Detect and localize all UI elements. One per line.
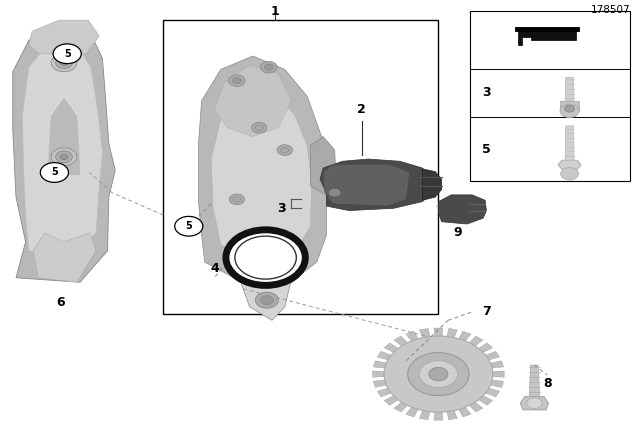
Polygon shape (211, 92, 312, 267)
Circle shape (277, 145, 292, 155)
Polygon shape (198, 56, 333, 284)
Circle shape (60, 154, 68, 159)
Circle shape (235, 236, 296, 279)
Text: 5: 5 (64, 49, 70, 59)
Circle shape (429, 367, 448, 381)
Polygon shape (48, 99, 80, 175)
Polygon shape (240, 280, 291, 320)
Polygon shape (419, 328, 430, 340)
Bar (470, 11, 630, 181)
Text: 3: 3 (482, 86, 491, 99)
Polygon shape (476, 343, 493, 353)
Polygon shape (434, 410, 443, 420)
Polygon shape (490, 371, 504, 377)
Text: 5: 5 (186, 221, 192, 231)
Circle shape (233, 197, 241, 202)
Polygon shape (406, 331, 419, 343)
Circle shape (560, 104, 579, 117)
Polygon shape (377, 388, 394, 397)
Bar (163, 20, 438, 314)
Text: 3: 3 (277, 202, 286, 215)
Text: 7: 7 (482, 305, 491, 318)
Polygon shape (565, 126, 574, 160)
Polygon shape (422, 169, 442, 200)
Circle shape (328, 188, 341, 197)
Polygon shape (468, 336, 483, 348)
Circle shape (56, 57, 72, 69)
Polygon shape (373, 380, 389, 388)
Circle shape (175, 216, 203, 236)
Text: 9: 9 (453, 226, 462, 240)
Polygon shape (438, 195, 486, 224)
Circle shape (384, 336, 493, 412)
Circle shape (564, 105, 575, 112)
Polygon shape (419, 409, 430, 420)
Polygon shape (483, 388, 500, 397)
Polygon shape (560, 101, 579, 111)
Text: 8: 8 (543, 376, 552, 390)
Polygon shape (558, 160, 581, 169)
Circle shape (419, 361, 458, 388)
Circle shape (260, 296, 273, 305)
Polygon shape (458, 405, 471, 417)
Circle shape (255, 125, 263, 130)
Polygon shape (310, 137, 336, 195)
Polygon shape (488, 380, 504, 388)
Text: 5: 5 (482, 142, 491, 155)
Polygon shape (468, 401, 483, 412)
Circle shape (260, 61, 277, 73)
Circle shape (56, 151, 72, 163)
Circle shape (40, 163, 68, 182)
Polygon shape (394, 336, 409, 348)
Circle shape (281, 147, 289, 153)
Circle shape (60, 60, 68, 65)
Polygon shape (447, 409, 458, 420)
Polygon shape (483, 351, 500, 361)
Polygon shape (406, 405, 419, 417)
Circle shape (561, 168, 579, 180)
Polygon shape (518, 31, 576, 45)
Circle shape (264, 64, 273, 70)
Polygon shape (488, 361, 504, 368)
Circle shape (527, 398, 542, 409)
Polygon shape (476, 395, 493, 405)
Polygon shape (458, 331, 471, 343)
Circle shape (228, 75, 245, 86)
Polygon shape (520, 396, 548, 410)
Polygon shape (373, 361, 389, 368)
Polygon shape (384, 343, 401, 353)
Circle shape (232, 78, 241, 84)
Polygon shape (377, 351, 394, 361)
Circle shape (53, 44, 81, 64)
Text: 2: 2 (357, 103, 366, 116)
Polygon shape (529, 365, 540, 396)
Polygon shape (447, 328, 458, 340)
Polygon shape (434, 328, 443, 338)
Text: 4: 4 (210, 262, 219, 276)
Circle shape (252, 122, 267, 133)
Polygon shape (214, 65, 291, 137)
Polygon shape (384, 395, 401, 405)
Text: 6: 6 (56, 296, 65, 309)
Circle shape (51, 54, 77, 72)
Text: 5: 5 (51, 168, 58, 177)
Circle shape (408, 353, 469, 396)
Polygon shape (320, 159, 432, 211)
Circle shape (255, 292, 278, 308)
Circle shape (229, 194, 244, 205)
Polygon shape (323, 164, 410, 206)
Polygon shape (372, 371, 387, 377)
Polygon shape (13, 22, 115, 282)
Text: 178507: 178507 (591, 5, 630, 15)
Polygon shape (22, 40, 102, 260)
Polygon shape (29, 20, 99, 54)
Polygon shape (33, 233, 96, 282)
Circle shape (51, 148, 77, 166)
Circle shape (226, 230, 305, 285)
Polygon shape (565, 77, 574, 101)
Polygon shape (394, 401, 409, 412)
Text: 1: 1 (271, 4, 280, 18)
